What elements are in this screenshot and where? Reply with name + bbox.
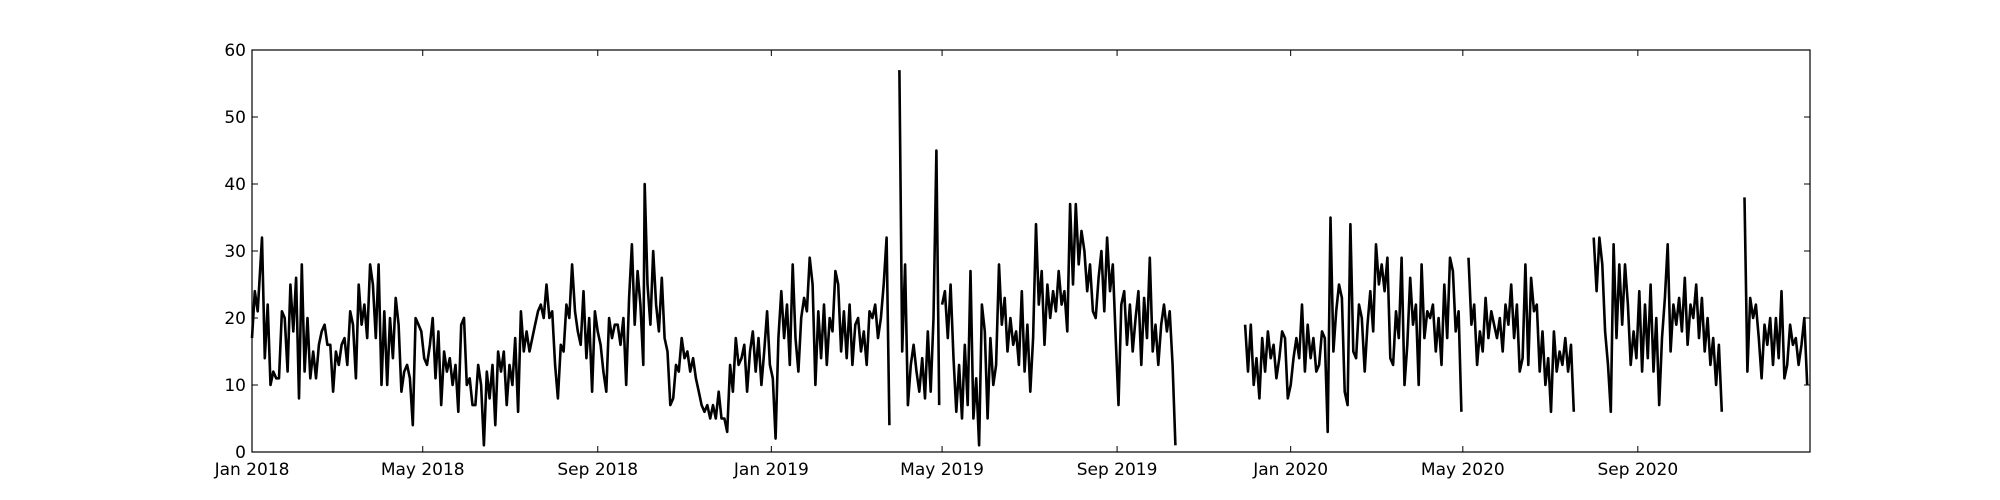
x-tick-label: Sep 2018	[557, 460, 638, 480]
series-line-segment	[250, 182, 891, 447]
x-tick-label: Sep 2019	[1077, 460, 1158, 480]
x-tick-label: May 2019	[900, 460, 984, 480]
series-line-segment	[1243, 216, 1463, 434]
series-line-segment	[1467, 257, 1576, 414]
y-tick-label: 60	[224, 41, 246, 61]
x-tick-label: Jan 2020	[1252, 460, 1328, 480]
series-line-segment	[940, 202, 1177, 447]
y-axis-ticks: 0 10 20 30 40 50 60	[224, 41, 1810, 463]
series-line-segment	[1743, 197, 1809, 386]
x-tick-label: May 2020	[1421, 460, 1505, 480]
series-line-segment	[898, 70, 941, 407]
x-tick-label: Jan 2018	[214, 460, 290, 480]
y-tick-label: 0	[235, 443, 246, 463]
y-tick-label: 40	[224, 175, 246, 195]
y-tick-label: 20	[224, 309, 246, 329]
x-tick-label: Jan 2019	[733, 460, 809, 480]
y-tick-label: 10	[224, 376, 246, 396]
x-tick-label: Sep 2020	[1597, 460, 1678, 480]
plot-lines	[250, 70, 1809, 447]
y-tick-label: 50	[224, 108, 246, 128]
plot-frame	[251, 49, 1811, 453]
series-line-segment	[1592, 236, 1724, 414]
x-axis-ticks: Jan 2018 May 2018 Sep 2018 Jan 2019 May 2019…	[214, 50, 1678, 480]
y-tick-label: 30	[224, 242, 246, 262]
x-tick-label: May 2018	[381, 460, 465, 480]
